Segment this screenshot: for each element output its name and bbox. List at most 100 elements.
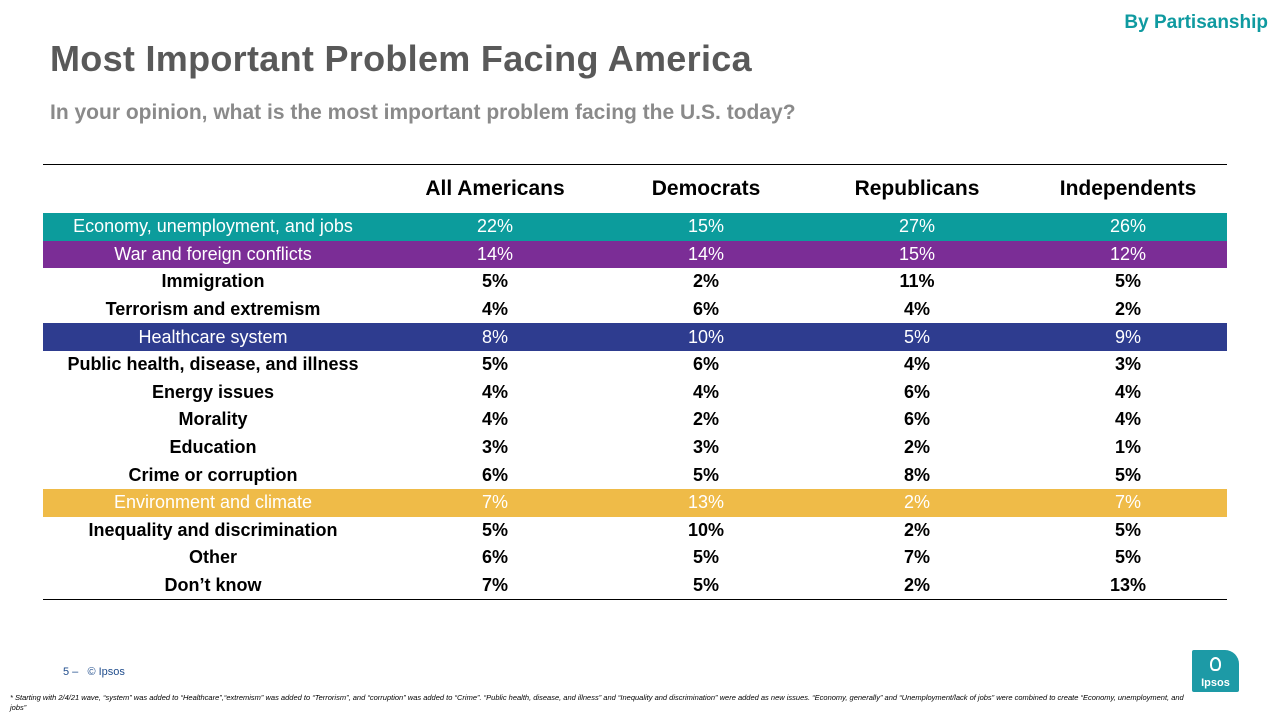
cell-dem: 2% xyxy=(692,409,719,430)
cell-rep: 6% xyxy=(903,381,930,402)
cell-rep: 2% xyxy=(903,575,930,596)
cell-ind: 12% xyxy=(1029,240,1227,269)
row-label: Terrorism and extremism xyxy=(105,299,321,320)
row-label: Immigration xyxy=(161,271,265,292)
header-democrats: Democrats xyxy=(651,177,761,200)
cell-rep: 2% xyxy=(805,488,1029,517)
cell-dem: 15% xyxy=(607,213,805,241)
row-label: Public health, disease, and illness xyxy=(67,354,359,375)
cell-all: 6% xyxy=(481,464,508,485)
table-row: Energy issues 4% 4% 6% 4% xyxy=(43,379,1227,407)
cell-all: 5% xyxy=(481,519,508,540)
cell-all: 6% xyxy=(481,547,508,568)
cell-all: 5% xyxy=(481,354,508,375)
partisanship-tag: By Partisanship xyxy=(1124,12,1268,33)
logo-text: Ipsos xyxy=(1201,677,1230,689)
cell-rep: 15% xyxy=(805,240,1029,269)
page-number: 5 – xyxy=(63,666,79,678)
row-label: Crime or corruption xyxy=(128,464,298,485)
header-label-column xyxy=(43,165,383,214)
page-footer: 5 – © Ipsos xyxy=(63,666,125,678)
row-label: Morality xyxy=(178,409,248,430)
cell-ind: 5% xyxy=(1114,547,1141,568)
table-row: Other 6% 5% 7% 5% xyxy=(43,544,1227,572)
footnote: * Starting with 2/4/21 wave, “system” wa… xyxy=(10,693,1184,712)
table-header-row: All Americans Democrats Republicans Inde… xyxy=(43,165,1227,214)
cell-dem: 2% xyxy=(692,271,719,292)
copyright: © Ipsos xyxy=(87,666,125,678)
cell-ind: 9% xyxy=(1029,323,1227,351)
cell-ind: 7% xyxy=(1029,488,1227,517)
table-row: Terrorism and extremism 4% 6% 4% 2% xyxy=(43,296,1227,324)
table-row: Morality 4% 2% 6% 4% xyxy=(43,406,1227,434)
cell-rep: 7% xyxy=(903,547,930,568)
cell-dem: 10% xyxy=(687,519,725,540)
row-label: War and foreign conflicts xyxy=(43,240,383,269)
table-row: Education 3% 3% 2% 1% xyxy=(43,434,1227,462)
table-row: Economy, unemployment, and jobs 22% 15% … xyxy=(43,213,1227,241)
cell-all: 22% xyxy=(383,213,607,241)
cell-ind: 26% xyxy=(1029,213,1227,241)
table-row: Public health, disease, and illness 5% 6… xyxy=(43,351,1227,379)
row-label: Don’t know xyxy=(164,575,262,596)
row-label: Environment and climate xyxy=(43,488,383,517)
cell-all: 3% xyxy=(481,437,508,458)
row-label: Other xyxy=(188,547,237,568)
cell-dem: 4% xyxy=(692,381,719,402)
cell-dem: 13% xyxy=(607,488,805,517)
cell-rep: 2% xyxy=(903,519,930,540)
cell-dem: 14% xyxy=(607,240,805,269)
cell-all: 8% xyxy=(383,323,607,351)
cell-rep: 2% xyxy=(903,437,930,458)
header-republicans: Republicans xyxy=(854,177,980,200)
cell-ind: 5% xyxy=(1114,519,1141,540)
table-row: Inequality and discrimination 5% 10% 2% … xyxy=(43,517,1227,545)
cell-ind: 5% xyxy=(1114,271,1141,292)
row-label: Education xyxy=(169,437,257,458)
header-all-americans: All Americans xyxy=(425,177,565,200)
cell-all: 4% xyxy=(481,381,508,402)
row-label: Healthcare system xyxy=(43,323,383,351)
header-independents: Independents xyxy=(1059,177,1197,200)
cell-ind: 3% xyxy=(1114,354,1141,375)
cell-rep: 5% xyxy=(805,323,1029,351)
cell-all: 4% xyxy=(481,409,508,430)
results-table-container: All Americans Democrats Republicans Inde… xyxy=(43,164,1227,601)
cell-rep: 4% xyxy=(903,299,930,320)
cell-all: 4% xyxy=(481,299,508,320)
cell-dem: 5% xyxy=(692,464,719,485)
ipsos-logo: Ipsos xyxy=(1192,650,1239,692)
cell-ind: 1% xyxy=(1114,437,1141,458)
row-label: Energy issues xyxy=(151,381,275,402)
cell-ind: 2% xyxy=(1114,299,1141,320)
cell-dem: 6% xyxy=(692,354,719,375)
table-row: Healthcare system 8% 10% 5% 9% xyxy=(43,323,1227,351)
cell-dem: 3% xyxy=(692,437,719,458)
cell-rep: 11% xyxy=(899,271,935,292)
cell-dem: 6% xyxy=(692,299,719,320)
page-subtitle: In your opinion, what is the most import… xyxy=(50,101,796,124)
cell-rep: 8% xyxy=(903,464,930,485)
cell-rep: 4% xyxy=(903,354,930,375)
cell-dem: 10% xyxy=(607,323,805,351)
cell-all: 14% xyxy=(383,240,607,269)
cell-ind: 13% xyxy=(1109,575,1147,596)
table-row: Immigration 5% 2% 11% 5% xyxy=(43,268,1227,296)
logo-mark-icon xyxy=(1210,657,1221,671)
cell-ind: 4% xyxy=(1114,409,1141,430)
cell-ind: 5% xyxy=(1114,464,1141,485)
table-row: Crime or corruption 6% 5% 8% 5% xyxy=(43,461,1227,489)
cell-all: 7% xyxy=(383,488,607,517)
page-title: Most Important Problem Facing America xyxy=(50,38,752,79)
cell-dem: 5% xyxy=(692,575,719,596)
table-row: Don’t know 7% 5% 2% 13% xyxy=(43,572,1227,600)
row-label: Economy, unemployment, and jobs xyxy=(43,213,383,241)
cell-rep: 6% xyxy=(903,409,930,430)
table-row: Environment and climate 7% 13% 2% 7% xyxy=(43,488,1227,517)
table-row: War and foreign conflicts 14% 14% 15% 12… xyxy=(43,240,1227,269)
cell-all: 7% xyxy=(481,575,508,596)
cell-all: 5% xyxy=(481,271,508,292)
results-table: All Americans Democrats Republicans Inde… xyxy=(43,164,1227,601)
cell-rep: 27% xyxy=(805,213,1029,241)
cell-ind: 4% xyxy=(1114,381,1141,402)
